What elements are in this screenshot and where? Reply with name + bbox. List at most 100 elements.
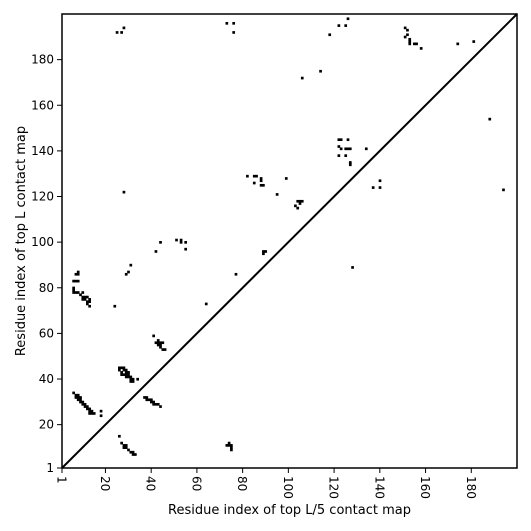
contact-cell [124,368,128,372]
contact-cell [120,366,123,370]
x-axis-ticks: 1 20 40 60 80 100 120 140 160 180 [55,468,478,499]
contact-cell [83,295,87,299]
contact-cell [152,400,155,404]
contact-cell [175,238,178,242]
contact-cell [227,441,231,445]
contact-cell [120,31,123,34]
contact-cell [364,147,368,151]
contact-cell [83,405,87,408]
contact-cell [124,446,128,450]
y-tick-label: 140 [31,144,54,158]
contact-cell [129,263,133,267]
contact-cell [154,402,158,406]
contact-cell [88,304,91,308]
contact-cell [127,373,130,376]
contact-cell [127,371,130,374]
contact-cell [159,345,162,349]
contact-cells [72,17,505,456]
contact-cell [154,341,158,345]
contact-cell [145,396,149,399]
contact-cell [118,368,121,372]
contact-cell [252,174,256,178]
contact-cell [319,69,322,73]
x-tick-label: 100 [281,476,295,499]
contact-cell [122,444,126,447]
contact-cell [456,42,460,46]
contact-cell [296,206,300,210]
contact-cell [81,291,85,294]
contact-cell [76,396,80,399]
contact-cell [122,446,126,450]
contact-cell [298,199,302,203]
contact-cell [259,179,263,183]
contact-cell [225,444,229,447]
contact-cell [150,398,153,402]
contact-cell [76,393,80,397]
contact-cell [415,42,418,46]
y-tick-label: 100 [31,235,54,249]
contact-cell [378,186,382,189]
contact-cell [86,407,89,411]
contact-cell [145,398,149,402]
contact-cell [408,37,412,41]
contact-cell [156,339,160,342]
contact-cell [120,371,123,374]
contact-cell [122,26,126,30]
x-tick-label: 180 [464,476,478,499]
contact-cell [230,444,233,447]
contact-cell [74,393,78,397]
contact-cell [378,179,382,183]
contact-cell [337,24,341,27]
contact-cell [328,33,332,37]
contact-cell [161,348,165,351]
contact-cell [143,396,146,399]
contact-cell [134,453,137,456]
contact-cell [88,409,91,413]
contact-cell [156,341,160,345]
contact-cell [419,47,423,50]
contact-cell [284,177,288,180]
contact-cell [262,250,265,253]
y-tick-label: 1 [46,461,54,475]
contact-cell [99,409,103,413]
contact-cell [122,190,126,194]
contact-cell [92,412,96,415]
contact-cell [127,270,130,274]
contact-cell [161,341,165,345]
contact-cell [371,186,375,189]
contact-cell [129,377,133,381]
contact-cell [88,300,91,303]
contact-cell [348,147,352,151]
contact-cell [348,163,352,167]
contact-cell [408,40,412,43]
contact-cell [502,188,505,192]
contact-cell [230,448,233,452]
contact-cell [337,138,341,142]
contact-cell [159,341,162,345]
contact-cell [83,402,87,406]
contact-cell [90,412,94,415]
contact-cell [337,154,341,157]
contact-cell [472,40,476,43]
contact-cell [406,33,409,37]
contact-cell [122,366,126,370]
x-tick-label: 1 [55,476,69,484]
contact-cell [74,279,78,283]
contact-cell [124,375,128,379]
contact-cell [131,380,135,383]
contact-cell [154,250,158,253]
contact-cell [120,441,123,445]
diagonal-line [61,13,518,469]
x-tick-label: 40 [144,476,158,491]
x-tick-label: 60 [189,476,203,491]
contact-cell [72,391,75,395]
contact-cell [131,450,135,454]
contact-cell [156,402,160,406]
contact-cell [184,241,188,244]
contact-cell [346,147,350,151]
contact-cell [255,174,258,178]
contact-cell [259,183,263,187]
contact-cell [159,343,162,347]
contact-cell [300,199,304,203]
